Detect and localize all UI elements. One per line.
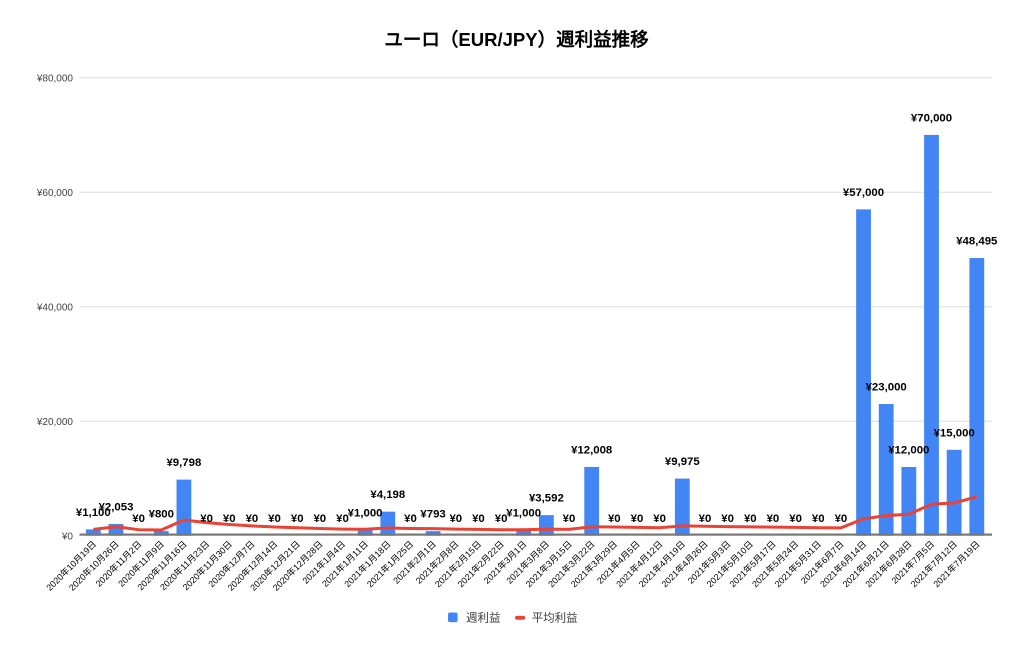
svg-text:¥0: ¥0 — [835, 513, 848, 525]
svg-text:¥0: ¥0 — [789, 513, 802, 525]
svg-text:ユーロ（EUR/JPY）週利益推移: ユーロ（EUR/JPY）週利益推移 — [384, 29, 649, 50]
svg-text:¥60,000: ¥60,000 — [36, 188, 74, 199]
svg-text:¥0: ¥0 — [313, 513, 326, 525]
svg-text:¥40,000: ¥40,000 — [36, 302, 74, 313]
svg-text:¥1,000: ¥1,000 — [506, 508, 541, 520]
svg-text:¥0: ¥0 — [472, 513, 485, 525]
svg-text:¥0: ¥0 — [61, 531, 74, 542]
svg-text:¥9,975: ¥9,975 — [665, 456, 701, 468]
svg-text:¥12,008: ¥12,008 — [571, 445, 612, 457]
svg-text:¥800: ¥800 — [149, 509, 174, 521]
svg-text:¥0: ¥0 — [449, 513, 462, 525]
svg-text:¥0: ¥0 — [268, 513, 281, 525]
svg-text:¥23,000: ¥23,000 — [866, 382, 907, 394]
svg-text:¥12,000: ¥12,000 — [888, 445, 929, 457]
svg-text:¥0: ¥0 — [200, 513, 213, 525]
svg-text:¥2,053: ¥2,053 — [99, 501, 134, 513]
svg-text:¥0: ¥0 — [246, 513, 259, 525]
svg-text:¥0: ¥0 — [563, 513, 576, 525]
svg-text:¥793: ¥793 — [420, 509, 445, 521]
svg-text:¥3,592: ¥3,592 — [529, 493, 564, 505]
svg-text:¥0: ¥0 — [404, 513, 417, 525]
svg-text:¥1,000: ¥1,000 — [348, 508, 383, 520]
svg-text:¥57,000: ¥57,000 — [843, 187, 884, 199]
svg-text:¥0: ¥0 — [699, 513, 712, 525]
svg-text:¥9,798: ¥9,798 — [166, 457, 201, 469]
svg-text:¥1,100: ¥1,100 — [76, 507, 111, 519]
svg-text:週利益: 週利益 — [466, 610, 501, 624]
svg-text:¥70,000: ¥70,000 — [911, 113, 952, 125]
svg-text:¥0: ¥0 — [631, 513, 644, 525]
svg-text:¥0: ¥0 — [721, 513, 734, 525]
svg-text:¥0: ¥0 — [653, 513, 666, 525]
svg-text:¥0: ¥0 — [767, 513, 780, 525]
svg-text:¥0: ¥0 — [291, 513, 304, 525]
svg-text:¥0: ¥0 — [608, 513, 621, 525]
svg-text:¥20,000: ¥20,000 — [36, 417, 74, 428]
svg-text:¥0: ¥0 — [495, 513, 508, 525]
svg-text:¥0: ¥0 — [812, 513, 825, 525]
svg-text:¥4,198: ¥4,198 — [370, 489, 405, 501]
svg-text:¥80,000: ¥80,000 — [36, 73, 74, 84]
svg-text:平均利益: 平均利益 — [532, 610, 578, 624]
svg-text:¥15,000: ¥15,000 — [934, 427, 975, 439]
svg-text:¥0: ¥0 — [223, 513, 236, 525]
svg-text:¥0: ¥0 — [336, 513, 349, 525]
svg-text:¥0: ¥0 — [744, 513, 757, 525]
svg-text:¥48,495: ¥48,495 — [956, 236, 998, 248]
svg-text:¥0: ¥0 — [132, 513, 145, 525]
